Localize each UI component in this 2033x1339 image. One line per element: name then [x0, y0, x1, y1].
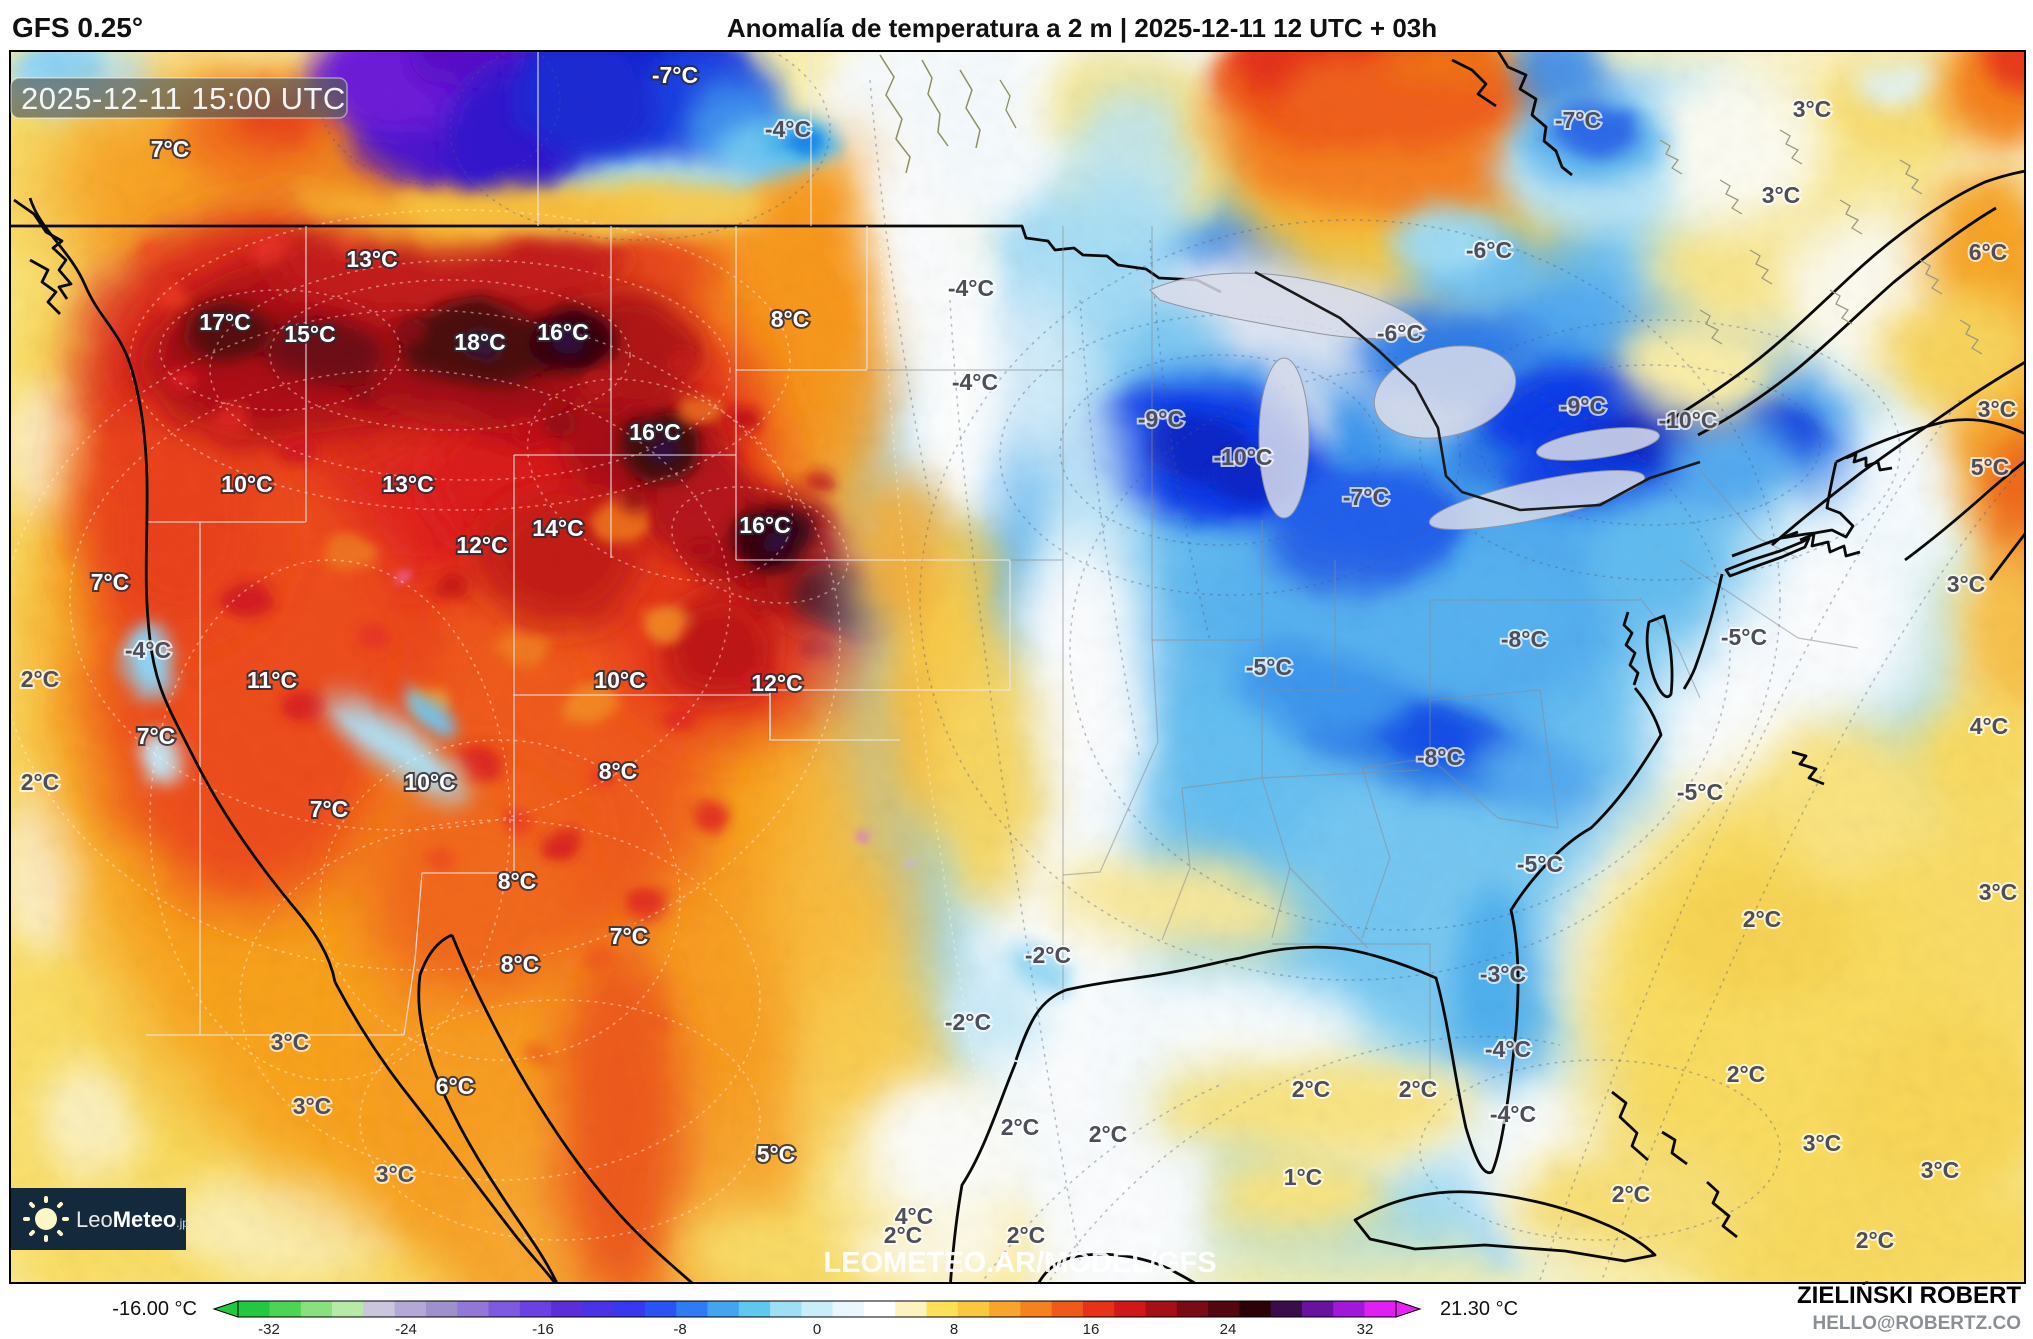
svg-text:-24: -24 — [395, 1321, 417, 1338]
svg-text:HELLO@ROBERTZ.CO: HELLO@ROBERTZ.CO — [1812, 1313, 2021, 1334]
svg-text:-4°C: -4°C — [948, 275, 994, 301]
svg-text:-2°C: -2°C — [945, 1009, 991, 1035]
svg-text:18°C: 18°C — [454, 329, 505, 355]
svg-text:3°C: 3°C — [376, 1161, 415, 1187]
svg-text:4°C: 4°C — [1970, 713, 2009, 739]
svg-text:4°C: 4°C — [895, 1203, 934, 1229]
svg-text:3°C: 3°C — [1793, 96, 1832, 122]
svg-text:12°C: 12°C — [751, 670, 802, 696]
svg-text:-7°C: -7°C — [652, 62, 698, 88]
svg-text:-32: -32 — [258, 1321, 280, 1338]
svg-text:1°C: 1°C — [1284, 1164, 1323, 1190]
svg-text:8°C: 8°C — [771, 306, 810, 332]
svg-text:-8°C: -8°C — [1417, 744, 1463, 770]
svg-text:2°C: 2°C — [1001, 1114, 1040, 1140]
svg-text:LEOMETEO.AR/MODEL/GFS: LEOMETEO.AR/MODEL/GFS — [823, 1247, 1216, 1279]
svg-text:8°C: 8°C — [599, 758, 638, 784]
svg-text:2°C: 2°C — [21, 769, 60, 795]
svg-text:ZIELIŃSKI ROBERT: ZIELIŃSKI ROBERT — [1797, 1281, 2021, 1309]
svg-text:2°C: 2°C — [1399, 1076, 1438, 1102]
svg-text:10°C: 10°C — [221, 471, 272, 497]
svg-text:2°C: 2°C — [1612, 1181, 1651, 1207]
svg-text:12°C: 12°C — [456, 532, 507, 558]
svg-text:2°C: 2°C — [1743, 906, 1782, 932]
svg-text:GFS 0.25°: GFS 0.25° — [12, 12, 143, 43]
svg-text:32: 32 — [1357, 1321, 1374, 1338]
svg-text:10°C: 10°C — [404, 769, 455, 795]
svg-text:-4°C: -4°C — [952, 369, 998, 395]
svg-text:2°C: 2°C — [1089, 1121, 1128, 1147]
svg-text:2°C: 2°C — [1856, 1227, 1895, 1253]
svg-text:16: 16 — [1083, 1321, 1100, 1338]
svg-text:3°C: 3°C — [1978, 396, 2017, 422]
svg-text:8°C: 8°C — [498, 868, 537, 894]
svg-text:3°C: 3°C — [1947, 571, 1986, 597]
svg-text:7°C: 7°C — [137, 723, 176, 749]
svg-text:-2°C: -2°C — [1025, 942, 1071, 968]
svg-text:-4°C: -4°C — [765, 116, 811, 142]
svg-text:15°C: 15°C — [284, 321, 335, 347]
svg-text:-10°C: -10°C — [1658, 407, 1717, 433]
svg-text:0: 0 — [813, 1321, 821, 1338]
svg-text:16°C: 16°C — [537, 319, 588, 345]
svg-text:-7°C: -7°C — [1343, 484, 1389, 510]
svg-text:3°C: 3°C — [1921, 1157, 1960, 1183]
svg-text:-7°C: -7°C — [1555, 107, 1601, 133]
svg-text:2°C: 2°C — [1292, 1076, 1331, 1102]
svg-text:3°C: 3°C — [271, 1029, 310, 1055]
svg-text:7°C: 7°C — [610, 923, 649, 949]
svg-text:16°C: 16°C — [739, 512, 790, 538]
svg-text:6°C: 6°C — [436, 1073, 475, 1099]
svg-text:14°C: 14°C — [532, 515, 583, 541]
svg-text:21.30 °C: 21.30 °C — [1440, 1298, 1518, 1320]
svg-text:-16: -16 — [532, 1321, 554, 1338]
svg-text:-6°C: -6°C — [1377, 320, 1423, 346]
svg-text:Anomalía de temperatura a 2 m: Anomalía de temperatura a 2 m | 2025-12-… — [727, 13, 1437, 43]
svg-text:-4°C: -4°C — [1485, 1036, 1531, 1062]
svg-text:-10°C: -10°C — [1213, 444, 1272, 470]
svg-text:3°C: 3°C — [293, 1093, 332, 1119]
svg-text:3°C: 3°C — [1803, 1130, 1842, 1156]
svg-text:13°C: 13°C — [382, 471, 433, 497]
svg-text:24: 24 — [1220, 1321, 1237, 1338]
svg-text:2°C: 2°C — [884, 1222, 923, 1248]
svg-text:2°C: 2°C — [1007, 1222, 1046, 1248]
svg-text:-9°C: -9°C — [1138, 406, 1184, 432]
svg-text:-5°C: -5°C — [1246, 654, 1292, 680]
svg-text:7°C: 7°C — [310, 796, 349, 822]
svg-text:-4°C: -4°C — [1490, 1101, 1536, 1127]
svg-text:7°C: 7°C — [151, 136, 190, 162]
svg-text:5°C: 5°C — [1971, 454, 2010, 480]
svg-text:-6°C: -6°C — [1466, 237, 1512, 263]
svg-text:LeoMeteo.jp: LeoMeteo.jp — [76, 1207, 189, 1232]
svg-text:17°C: 17°C — [199, 309, 250, 335]
svg-text:13°C: 13°C — [346, 246, 397, 272]
svg-text:-16.00 °C: -16.00 °C — [112, 1298, 197, 1320]
svg-text:-8: -8 — [673, 1321, 686, 1338]
svg-text:-4°C: -4°C — [125, 637, 171, 663]
svg-text:-8°C: -8°C — [1501, 626, 1547, 652]
svg-text:5°C: 5°C — [757, 1141, 796, 1167]
svg-text:-3°C: -3°C — [1480, 961, 1526, 987]
svg-text:-5°C: -5°C — [1677, 779, 1723, 805]
svg-text:7°C: 7°C — [91, 569, 130, 595]
svg-text:16°C: 16°C — [629, 419, 680, 445]
svg-text:2°C: 2°C — [1727, 1061, 1766, 1087]
svg-text:2025-12-11 15:00 UTC: 2025-12-11 15:00 UTC — [21, 81, 346, 116]
svg-text:8°C: 8°C — [501, 951, 540, 977]
svg-text:2°C: 2°C — [21, 666, 60, 692]
svg-text:-5°C: -5°C — [1517, 851, 1563, 877]
svg-text:11°C: 11°C — [247, 667, 297, 693]
svg-text:6°C: 6°C — [1969, 239, 2008, 265]
svg-text:3°C: 3°C — [1762, 182, 1801, 208]
svg-text:8: 8 — [950, 1321, 958, 1338]
svg-text:-9°C: -9°C — [1560, 393, 1606, 419]
svg-text:10°C: 10°C — [594, 667, 645, 693]
svg-text:3°C: 3°C — [1979, 879, 2018, 905]
svg-text:-5°C: -5°C — [1721, 624, 1767, 650]
